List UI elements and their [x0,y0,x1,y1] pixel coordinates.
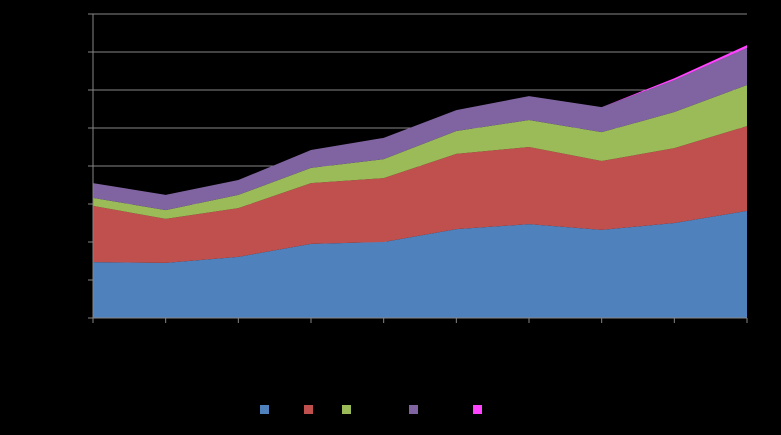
legend-swatch [260,405,269,414]
legend-swatch [342,405,351,414]
legend-swatch [473,405,482,414]
area [93,126,747,263]
area [93,47,747,211]
legend-swatch [304,405,313,414]
area [93,210,747,318]
legend-swatch [409,405,418,414]
area [93,85,747,219]
